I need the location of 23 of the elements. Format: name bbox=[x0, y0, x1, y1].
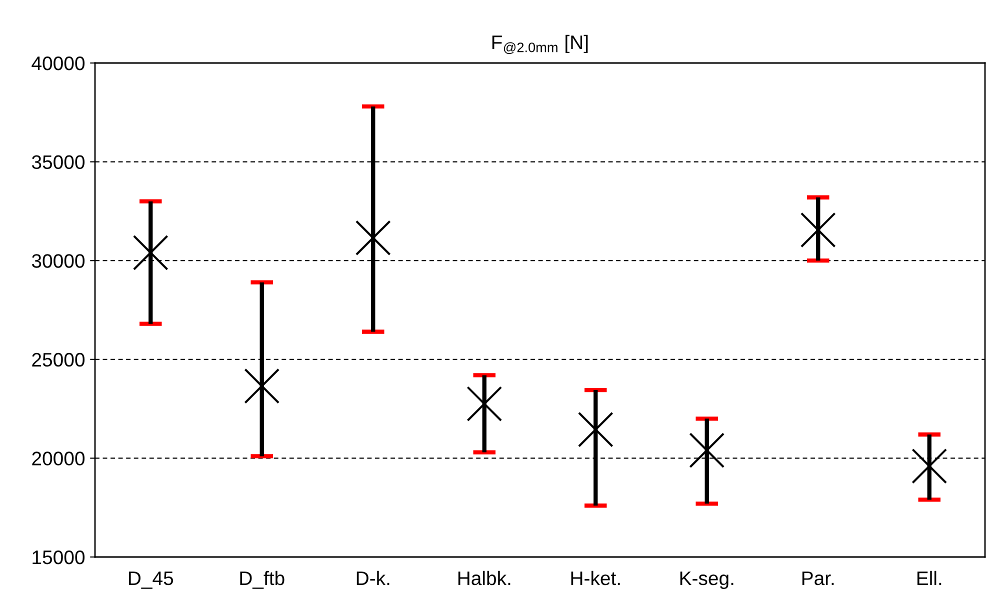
x-tick-label: H-ket. bbox=[571, 570, 620, 586]
y-tick-label: 20000 bbox=[32, 452, 85, 466]
point bbox=[132, 234, 168, 270]
x-tick-label: D-k. bbox=[356, 570, 390, 585]
x-tick-label: D_45 bbox=[128, 572, 174, 589]
point bbox=[244, 368, 280, 404]
y-tick-label: 25000 bbox=[32, 352, 85, 367]
y-tick-label: 15000 bbox=[32, 550, 85, 564]
x-tick-label: Par. bbox=[802, 572, 834, 586]
point bbox=[578, 412, 614, 448]
x-tick-label: Halbk. bbox=[458, 570, 510, 586]
y-tick-label: 35000 bbox=[32, 155, 85, 170]
x-tick-label: D_ftb bbox=[240, 570, 284, 589]
point bbox=[355, 220, 391, 256]
point bbox=[466, 386, 502, 422]
x-tick-label: K-seg. bbox=[680, 572, 734, 590]
x-tick-label: Ell. bbox=[917, 570, 942, 585]
point bbox=[912, 448, 948, 484]
point bbox=[800, 212, 836, 248]
point bbox=[689, 432, 725, 468]
chart-title: F$_{@2.0mm}$ [N] bbox=[492, 34, 588, 54]
y-tick-label: 40000 bbox=[32, 56, 85, 70]
y-tick-label: 30000 bbox=[32, 254, 85, 268]
